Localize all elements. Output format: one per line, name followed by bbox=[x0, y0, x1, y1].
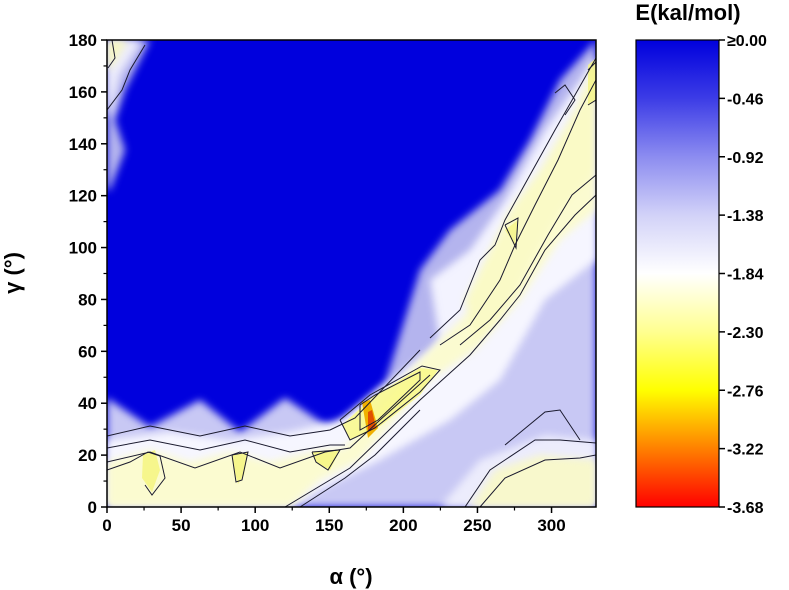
contour-line-13 bbox=[554, 84, 576, 116]
colorbar-tick-label: -0.92 bbox=[727, 150, 764, 167]
contour-line-7 bbox=[339, 365, 441, 441]
contour-line-19 bbox=[311, 449, 341, 471]
contour-line-21 bbox=[587, 61, 596, 106]
y-axis-title: γ (°) bbox=[0, 252, 25, 294]
colorbar-tick-label: ≥0.00 bbox=[727, 33, 767, 50]
colorbar-tick-label: -2.76 bbox=[727, 383, 764, 400]
contour-line-15 bbox=[479, 454, 596, 507]
y-tick-label: 160 bbox=[69, 83, 97, 102]
x-tick-label: 0 bbox=[102, 516, 111, 535]
contour-line-10 bbox=[439, 79, 596, 346]
contour-line-1 bbox=[107, 349, 421, 437]
yellow-spot-1 bbox=[142, 450, 160, 492]
x-axis: 0 50 100 150 200 250 300 bbox=[102, 507, 566, 535]
x-tick-label: 250 bbox=[463, 516, 491, 535]
yellow-spot-2 bbox=[232, 452, 248, 484]
x-tick-label: 100 bbox=[241, 516, 269, 535]
x-tick-label: 150 bbox=[315, 516, 343, 535]
lower-right-yellow bbox=[470, 455, 596, 507]
diagonal-yellow bbox=[465, 60, 596, 345]
colorbar: E(kal/mol) ≥0.00 -0.46 -0.92 -1.38 -1.84 -2.3… bbox=[635, 0, 767, 517]
contour-line-18 bbox=[107, 40, 116, 69]
contour-line-14 bbox=[464, 439, 596, 507]
colorbar-tick-label: -3.22 bbox=[727, 442, 764, 459]
colorbar-title: E(kal/mol) bbox=[635, 0, 740, 25]
contour-lines bbox=[107, 40, 596, 507]
contour-line-12 bbox=[504, 217, 519, 250]
x-tick-label: 300 bbox=[537, 516, 565, 535]
colorbar-tick-label: -2.30 bbox=[727, 325, 764, 342]
y-tick-label: 180 bbox=[69, 31, 97, 50]
colorbar-gradient bbox=[635, 39, 720, 508]
colorbar-tick-label: -0.46 bbox=[727, 91, 764, 108]
y-tick-label: 100 bbox=[69, 239, 97, 258]
yellow-spot-3 bbox=[312, 450, 340, 470]
contour-line-4 bbox=[107, 451, 166, 496]
x-tick-label: 200 bbox=[389, 516, 417, 535]
contour-line-16 bbox=[504, 409, 581, 446]
y-tick-label: 140 bbox=[69, 135, 97, 154]
colorbar-tick-label: -1.38 bbox=[727, 208, 764, 225]
right-edge-yellow bbox=[588, 58, 596, 105]
x-tick-label: 50 bbox=[172, 516, 191, 535]
y-axis: 0 20 40 60 80 100 120 140 160 180 bbox=[69, 31, 107, 517]
contour-line-20 bbox=[231, 451, 249, 483]
colorbar-tick-label: -1.84 bbox=[727, 267, 764, 284]
contour-line-5 bbox=[284, 194, 596, 507]
contour-line-11 bbox=[459, 174, 596, 346]
contour-line-6 bbox=[299, 409, 421, 507]
y-tick-label: 60 bbox=[78, 342, 97, 361]
contour-line-8 bbox=[359, 371, 421, 431]
x-axis-title: α (°) bbox=[329, 564, 372, 589]
upper-left-yellow bbox=[107, 40, 128, 72]
y-tick-label: 20 bbox=[78, 446, 97, 465]
minimum-red bbox=[368, 410, 376, 432]
plot-area bbox=[107, 40, 596, 507]
top-right-yellow bbox=[505, 220, 518, 245]
contour-line-17 bbox=[107, 44, 146, 111]
y-tick-label: 0 bbox=[88, 498, 97, 517]
colorbar-labels: ≥0.00 -0.46 -0.92 -1.38 -1.84 -2.30 -2.76 -3.22… bbox=[719, 33, 767, 517]
contour-line-3 bbox=[107, 374, 431, 469]
y-tick-label: 120 bbox=[69, 187, 97, 206]
colorbar-tick-label: -3.68 bbox=[727, 500, 764, 517]
y-tick-label: 40 bbox=[78, 394, 97, 413]
contour-line-2 bbox=[107, 439, 345, 453]
contour-line-9 bbox=[429, 57, 596, 339]
lower-left-halo bbox=[107, 150, 596, 507]
y-tick-label: 80 bbox=[78, 290, 97, 309]
